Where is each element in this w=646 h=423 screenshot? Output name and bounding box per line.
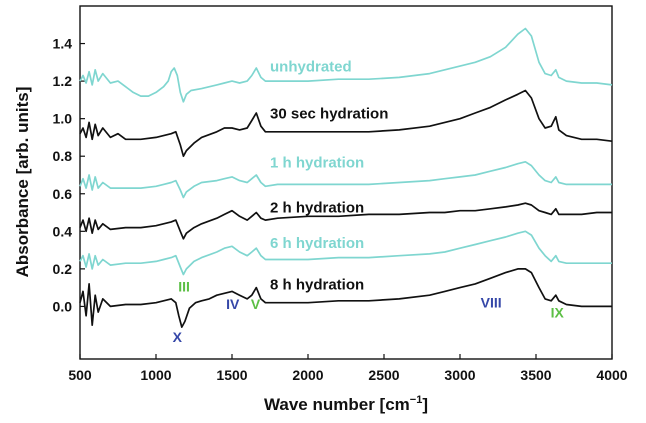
- series-label-4: 6 h hydration: [270, 235, 364, 252]
- x-tick-label: 1500: [216, 367, 247, 383]
- x-tick-label: 2500: [368, 367, 399, 383]
- x-tick-label: 500: [68, 367, 92, 383]
- x-axis-title: Wave number [cm−1]: [264, 394, 428, 414]
- band-label-1: X: [173, 329, 183, 345]
- y-tick-label: 0.4: [53, 223, 73, 239]
- series-label-3: 2 h hydration: [270, 200, 364, 217]
- series-line-1: [79, 89, 613, 158]
- y-tick-label: 0.6: [53, 186, 73, 202]
- x-tick-label: 3000: [444, 367, 475, 383]
- series-line-2: [79, 160, 612, 199]
- series-labels: unhydrated 30 sec hydration 1 h hydration 2…: [270, 59, 388, 294]
- y-tick-label: 0.2: [53, 261, 73, 277]
- x-axis-ticks: 500 1000 1500 2000 2500 3000 3500 4000: [68, 354, 628, 383]
- spectra-lines: [79, 27, 613, 328]
- series-label-5: 8 h hydration: [270, 277, 364, 294]
- series-label-1: 30 sec hydration: [270, 106, 388, 123]
- band-label-5: IX: [551, 305, 565, 321]
- x-tick-label: 2000: [292, 367, 323, 383]
- x-tick-label: 4000: [596, 367, 627, 383]
- series-line-3: [79, 202, 612, 240]
- y-tick-label: 1.2: [53, 73, 73, 89]
- band-label-4: VIII: [481, 294, 502, 310]
- y-tick-label: 1.4: [53, 36, 73, 52]
- band-label-3: V: [251, 296, 261, 312]
- band-label-0: III: [178, 278, 190, 294]
- band-annotations: III X IV V VIII IX: [173, 278, 565, 345]
- series-line-5: [79, 268, 612, 328]
- band-label-2: IV: [226, 296, 240, 312]
- x-tick-label: 1000: [140, 367, 171, 383]
- y-tick-label: 0.8: [53, 148, 73, 164]
- y-tick-label: 0.0: [53, 298, 73, 314]
- series-line-4: [79, 230, 612, 276]
- y-axis-ticks: 0.0 0.2 0.4 0.6 0.8 1.0 1.2 1.4: [53, 36, 85, 314]
- series-line-0: [79, 27, 613, 103]
- y-tick-label: 1.0: [53, 111, 73, 127]
- plot-frame: [79, 5, 613, 360]
- y-axis-title: Absorbance [arb. units]: [13, 87, 32, 278]
- series-label-2: 1 h hydration: [270, 154, 364, 171]
- x-tick-label: 3500: [520, 367, 551, 383]
- series-label-0: unhydrated: [270, 59, 352, 76]
